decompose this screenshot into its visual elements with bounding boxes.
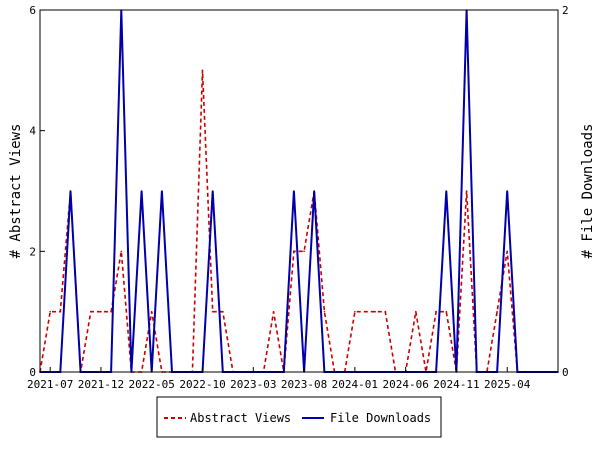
data-point-abstract-views — [222, 310, 224, 313]
y-tick-label-left: 0 — [29, 366, 36, 379]
data-point-abstract-views — [100, 310, 102, 313]
y-tick-label-left: 4 — [29, 125, 36, 138]
y-axis-left: 0 2 4 6 — [29, 4, 45, 379]
plot-background — [40, 10, 558, 372]
data-point-file-downloads — [140, 190, 143, 192]
data-point-abstract-views — [354, 310, 356, 313]
data-point-abstract-views — [293, 250, 295, 253]
data-point-abstract-views — [211, 310, 214, 313]
x-tick-label: 2022-10 — [179, 378, 225, 391]
data-point-abstract-views — [465, 190, 468, 192]
y-tick-label-left: 6 — [29, 4, 36, 17]
data-point-file-downloads — [506, 190, 509, 192]
data-point-file-downloads — [69, 190, 72, 192]
data-point-abstract-views — [415, 310, 417, 313]
data-point-abstract-views — [323, 310, 326, 313]
legend-box — [156, 396, 442, 438]
data-point-abstract-views — [384, 310, 387, 313]
plot-frame — [39, 9, 559, 373]
data-point-abstract-views — [90, 310, 92, 313]
x-axis: 2021-07 2021-12 2022-05 2022-10 2023-03 2023-… — [27, 367, 531, 391]
series-line-file-downloads — [40, 9, 558, 373]
data-point-abstract-views — [303, 250, 305, 253]
y-tick-label-left: 2 — [29, 245, 36, 258]
x-tick-label: 2025-04 — [484, 378, 531, 391]
y-tick-label-right: 2 — [562, 4, 569, 17]
data-point-abstract-views — [374, 310, 377, 313]
data-point-abstract-views — [445, 310, 448, 313]
data-point-abstract-views — [150, 310, 153, 313]
x-tick-label: 2023-08 — [281, 378, 327, 391]
data-point-abstract-views — [120, 250, 123, 253]
x-tick-label: 2023-03 — [230, 378, 276, 391]
data-point-file-downloads — [211, 190, 214, 192]
legend-label-abstract-views: Abstract Views — [190, 411, 291, 425]
y-tick-label-right: 0 — [562, 366, 569, 379]
legend: Abstract Views File Downloads — [156, 396, 442, 438]
data-point-file-downloads — [445, 190, 448, 192]
data-point-abstract-views — [506, 250, 509, 253]
legend-label-file-downloads: File Downloads — [330, 411, 431, 425]
x-tick-label: 2021-12 — [78, 378, 124, 391]
y-axis-right-title: # File Downloads — [580, 124, 596, 259]
series-line-abstract-views — [39, 70, 558, 373]
data-point-file-downloads — [313, 190, 316, 192]
data-point-abstract-views — [49, 310, 51, 313]
x-tick-label: 2024-01 — [332, 378, 378, 391]
data-point-file-downloads — [293, 190, 295, 192]
x-tick-label: 2022-05 — [129, 378, 175, 391]
x-tick-label: 2021-07 — [27, 378, 73, 391]
x-tick-label: 2024-11 — [433, 378, 479, 391]
data-point-abstract-views — [59, 310, 62, 313]
data-point-abstract-views — [435, 310, 437, 313]
y-axis-right: 02 — [553, 4, 569, 379]
data-point-abstract-views — [110, 310, 112, 313]
x-tick-label: 2024-06 — [382, 378, 428, 391]
data-point-abstract-views — [201, 69, 204, 72]
data-point-abstract-views — [496, 310, 498, 313]
data-point-file-downloads — [161, 190, 163, 192]
data-point-abstract-views — [364, 310, 366, 313]
data-point-abstract-views — [272, 310, 275, 313]
y-axis-left-title: # Abstract Views — [8, 124, 24, 259]
